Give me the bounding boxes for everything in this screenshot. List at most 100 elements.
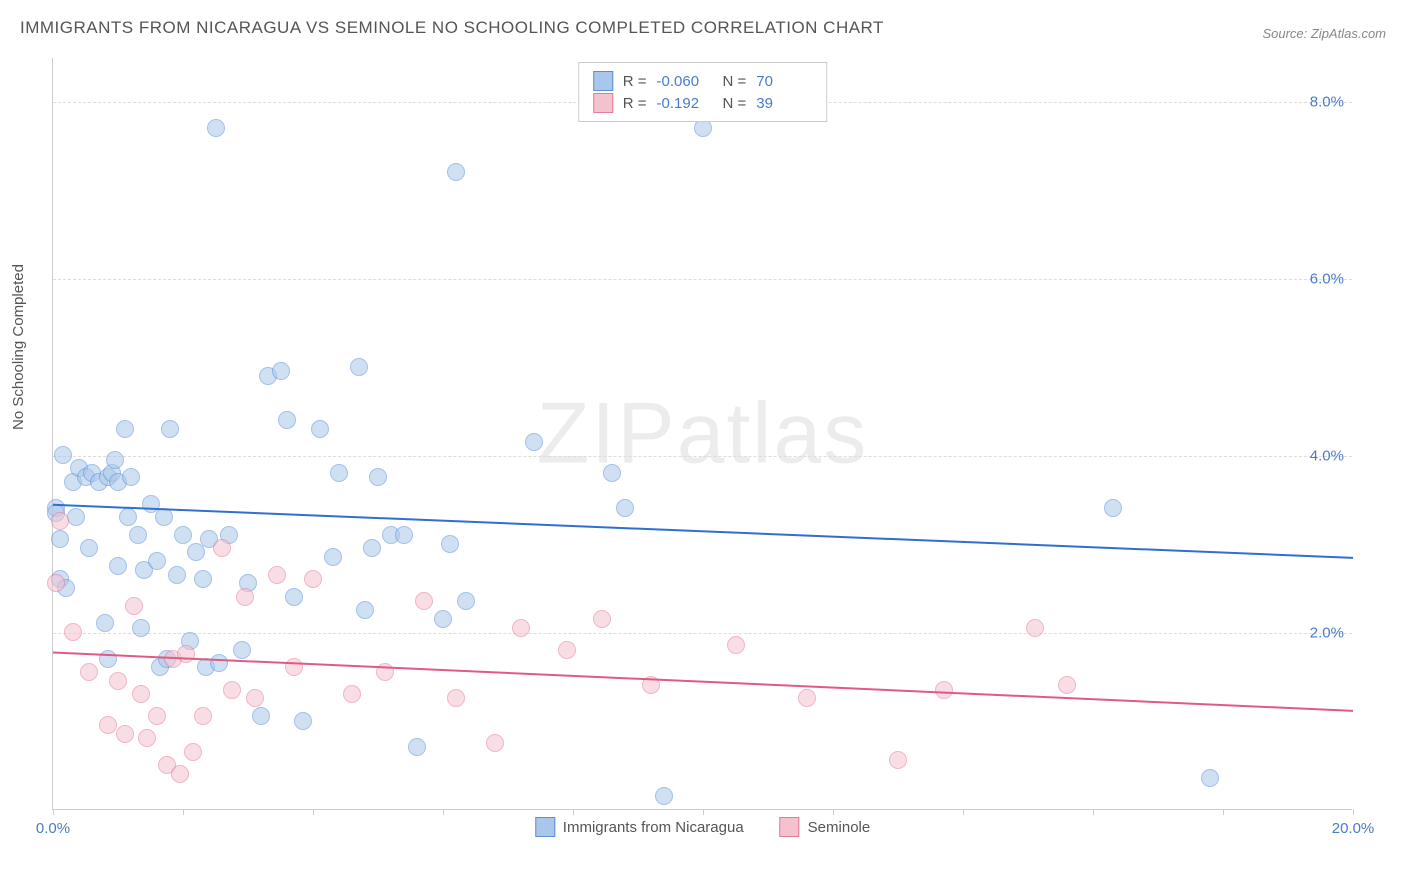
point-nicaragua — [161, 420, 179, 438]
point-seminole — [213, 539, 231, 557]
point-seminole — [415, 592, 433, 610]
legend-item: Immigrants from Nicaragua — [535, 817, 744, 837]
point-nicaragua — [210, 654, 228, 672]
legend-swatch — [780, 817, 800, 837]
x-tick — [443, 809, 444, 815]
point-nicaragua — [363, 539, 381, 557]
gridline — [53, 279, 1352, 280]
chart-title: IMMIGRANTS FROM NICARAGUA VS SEMINOLE NO… — [20, 18, 884, 38]
point-nicaragua — [148, 552, 166, 570]
point-seminole — [47, 574, 65, 592]
point-seminole — [184, 743, 202, 761]
y-axis-title: No Schooling Completed — [10, 264, 27, 430]
point-seminole — [109, 672, 127, 690]
watermark: ZIPatlas — [537, 384, 868, 483]
point-nicaragua — [119, 508, 137, 526]
x-tick — [313, 809, 314, 815]
correlation-legend: R =-0.060N =70R =-0.192N =39 — [578, 62, 828, 122]
point-nicaragua — [278, 411, 296, 429]
x-tick — [963, 809, 964, 815]
point-nicaragua — [272, 362, 290, 380]
point-nicaragua — [616, 499, 634, 517]
legend-swatch — [535, 817, 555, 837]
x-tick — [1093, 809, 1094, 815]
gridline — [53, 456, 1352, 457]
point-seminole — [512, 619, 530, 637]
point-nicaragua — [155, 508, 173, 526]
legend-row: R =-0.192N =39 — [593, 93, 813, 113]
point-nicaragua — [54, 446, 72, 464]
point-nicaragua — [434, 610, 452, 628]
point-seminole — [593, 610, 611, 628]
point-seminole — [798, 689, 816, 707]
point-nicaragua — [132, 619, 150, 637]
point-nicaragua — [311, 420, 329, 438]
point-nicaragua — [207, 119, 225, 137]
point-nicaragua — [51, 530, 69, 548]
point-nicaragua — [356, 601, 374, 619]
point-nicaragua — [330, 464, 348, 482]
point-nicaragua — [194, 570, 212, 588]
point-nicaragua — [441, 535, 459, 553]
point-seminole — [889, 751, 907, 769]
point-seminole — [80, 663, 98, 681]
x-tick — [703, 809, 704, 815]
x-tick-label: 0.0% — [36, 820, 70, 837]
point-seminole — [246, 689, 264, 707]
point-seminole — [223, 681, 241, 699]
point-nicaragua — [603, 464, 621, 482]
point-nicaragua — [294, 712, 312, 730]
point-seminole — [935, 681, 953, 699]
point-nicaragua — [168, 566, 186, 584]
y-tick-label: 2.0% — [1310, 625, 1344, 642]
x-tick — [573, 809, 574, 815]
point-nicaragua — [395, 526, 413, 544]
legend-label: Seminole — [808, 819, 871, 836]
point-nicaragua — [99, 650, 117, 668]
point-nicaragua — [525, 433, 543, 451]
y-tick-label: 8.0% — [1310, 94, 1344, 111]
point-seminole — [558, 641, 576, 659]
point-nicaragua — [67, 508, 85, 526]
point-seminole — [642, 676, 660, 694]
x-tick — [1353, 809, 1354, 815]
point-seminole — [194, 707, 212, 725]
point-nicaragua — [233, 641, 251, 659]
y-tick-label: 6.0% — [1310, 271, 1344, 288]
point-seminole — [138, 729, 156, 747]
point-nicaragua — [1201, 769, 1219, 787]
point-nicaragua — [116, 420, 134, 438]
x-tick — [183, 809, 184, 815]
point-seminole — [236, 588, 254, 606]
point-seminole — [727, 636, 745, 654]
point-nicaragua — [174, 526, 192, 544]
point-seminole — [285, 658, 303, 676]
point-nicaragua — [106, 451, 124, 469]
point-nicaragua — [96, 614, 114, 632]
point-seminole — [376, 663, 394, 681]
point-seminole — [132, 685, 150, 703]
point-nicaragua — [369, 468, 387, 486]
point-nicaragua — [350, 358, 368, 376]
point-seminole — [99, 716, 117, 734]
legend-row: R =-0.060N =70 — [593, 71, 813, 91]
point-seminole — [1058, 676, 1076, 694]
x-tick — [833, 809, 834, 815]
x-tick — [53, 809, 54, 815]
point-seminole — [447, 689, 465, 707]
point-seminole — [125, 597, 143, 615]
point-nicaragua — [285, 588, 303, 606]
point-seminole — [343, 685, 361, 703]
point-seminole — [486, 734, 504, 752]
x-tick — [1223, 809, 1224, 815]
point-nicaragua — [122, 468, 140, 486]
point-nicaragua — [324, 548, 342, 566]
series-legend: Immigrants from Nicaragua Seminole — [535, 817, 870, 837]
point-seminole — [171, 765, 189, 783]
legend-item: Seminole — [780, 817, 871, 837]
legend-swatch — [593, 71, 613, 91]
legend-label: Immigrants from Nicaragua — [563, 819, 744, 836]
point-seminole — [148, 707, 166, 725]
point-seminole — [177, 645, 195, 663]
point-seminole — [304, 570, 322, 588]
